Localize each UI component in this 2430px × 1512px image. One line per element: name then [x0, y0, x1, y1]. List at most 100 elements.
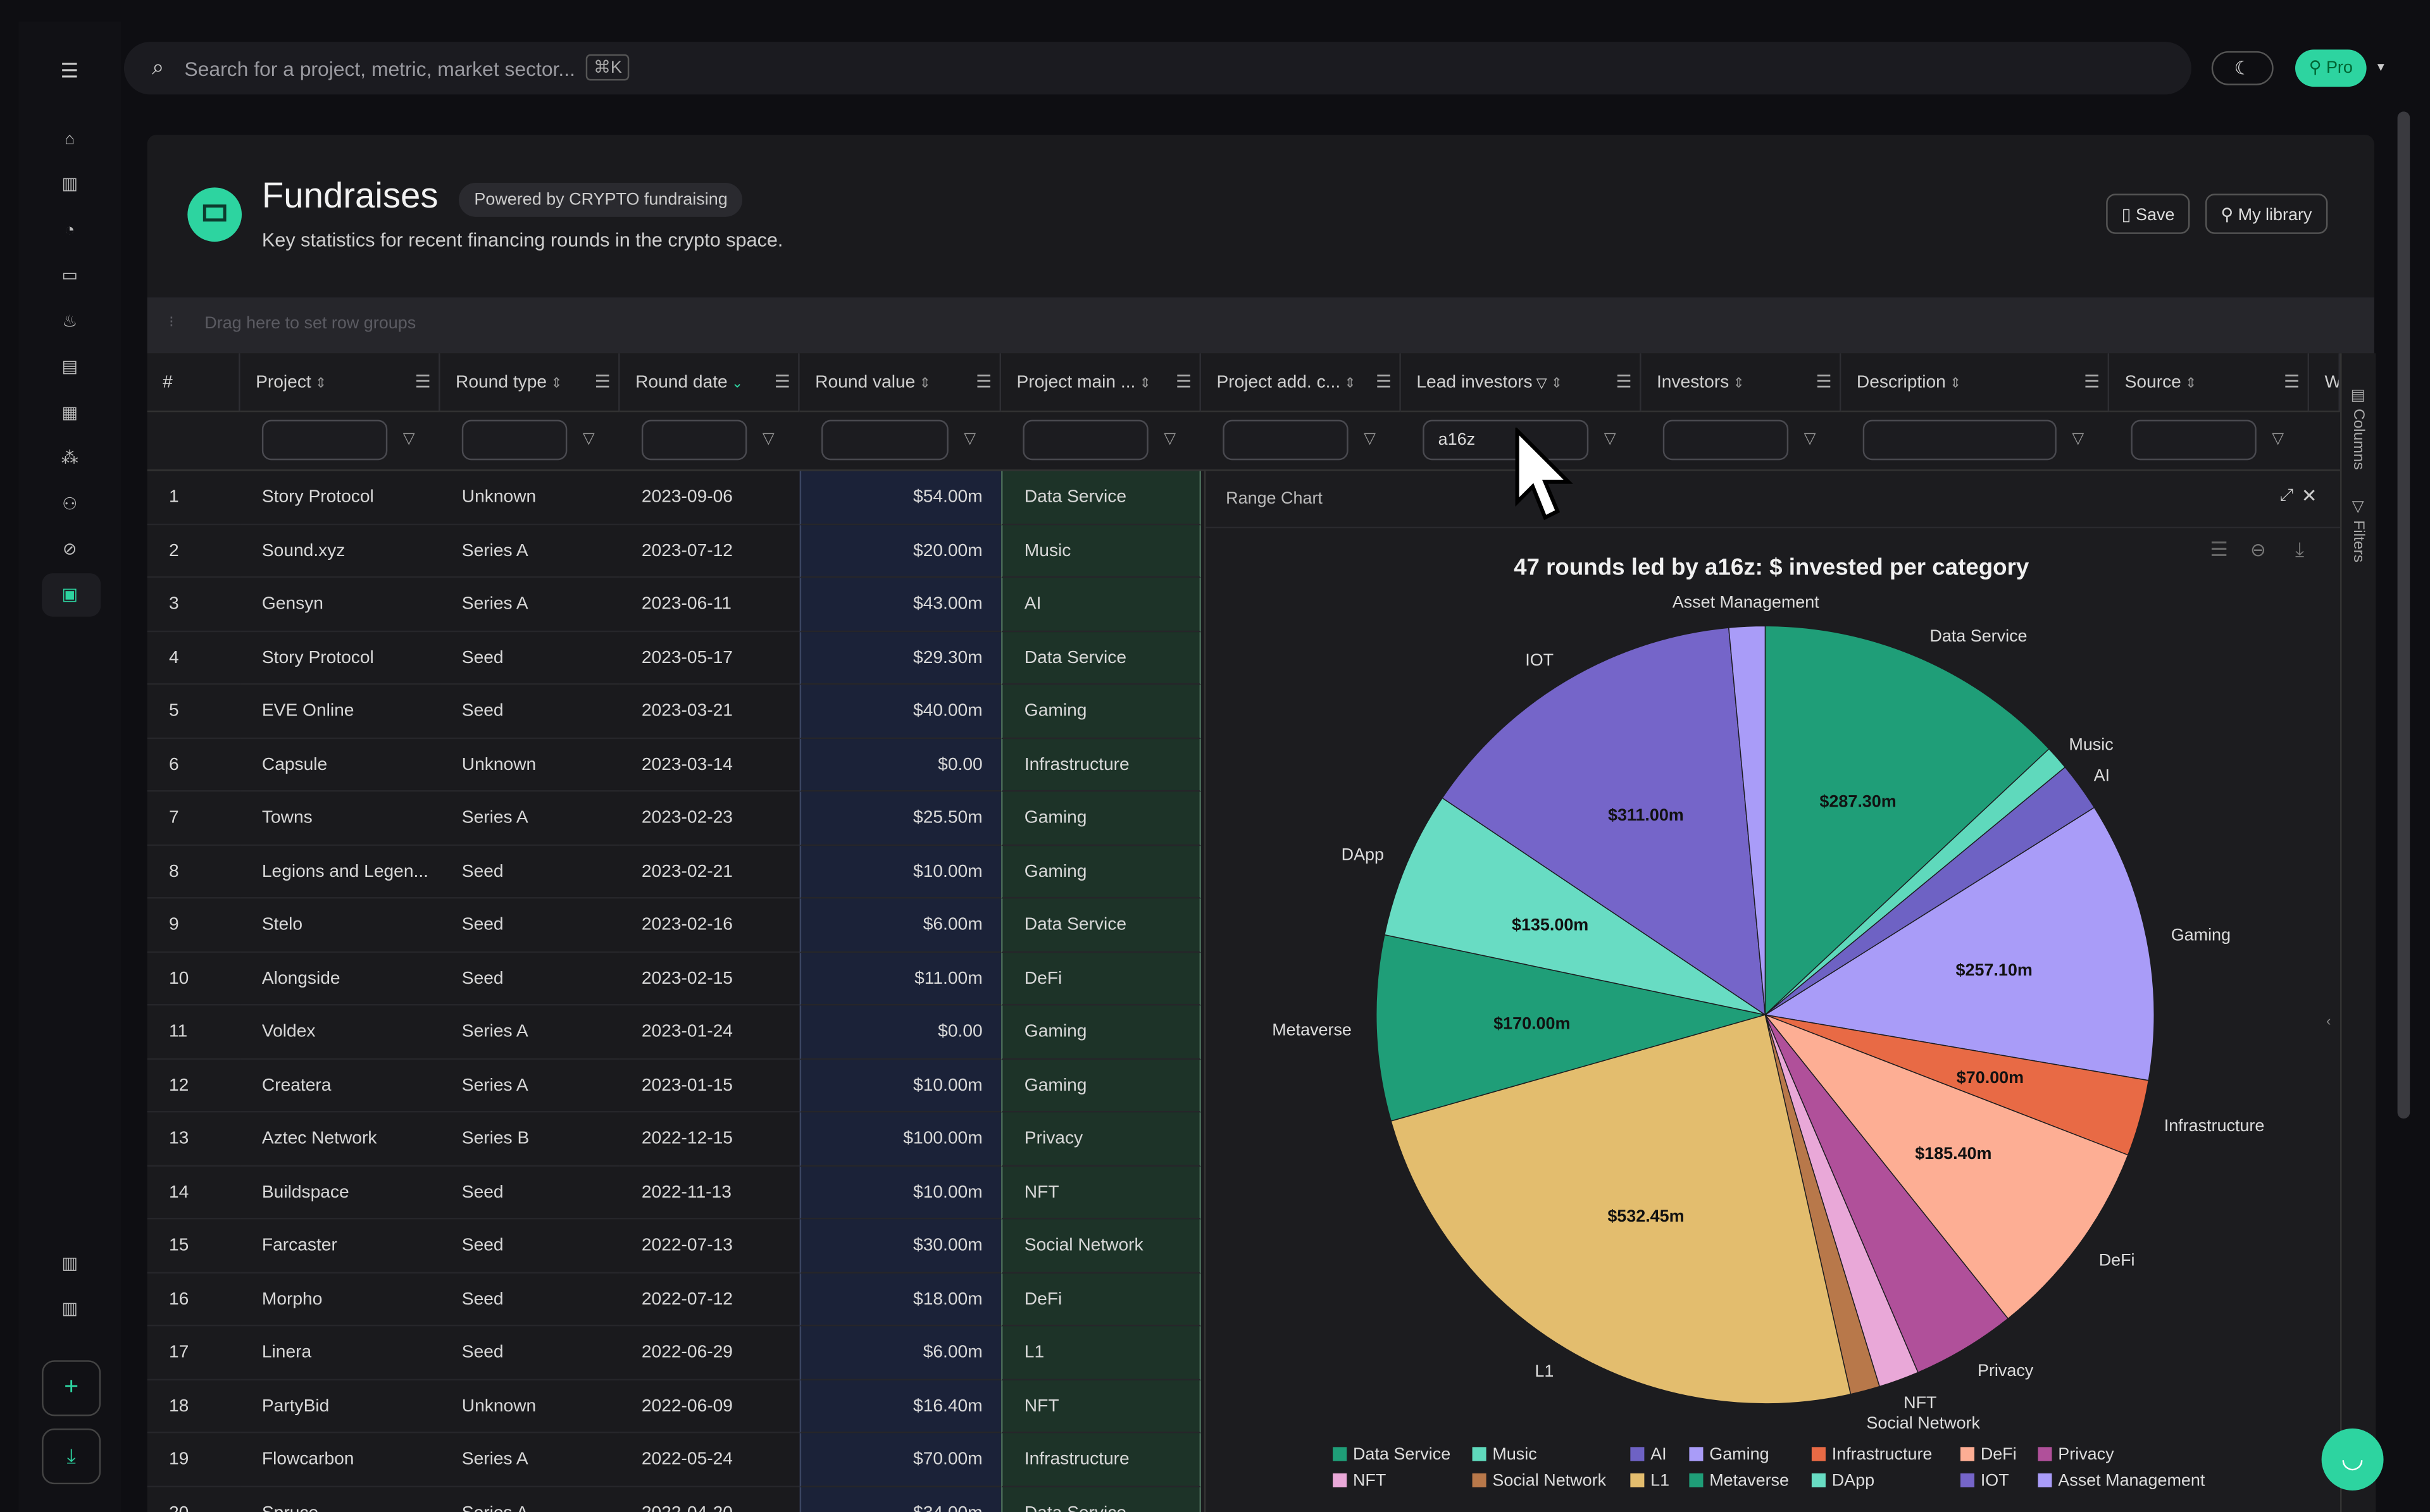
row-number[interactable]: 3	[147, 578, 240, 631]
users-icon[interactable]: ⁂	[61, 449, 78, 468]
row-number[interactable]: 6	[147, 738, 240, 792]
table-row[interactable]: 1 Story Protocol Unknown 2023-09-06 $54.00m D…	[147, 471, 1204, 524]
table-row[interactable]: 10 Alongside Seed 2023-02-15 $11.00m DeFi	[147, 951, 1204, 1006]
project-cell[interactable]: EVE Online	[240, 685, 440, 738]
sort-icon[interactable]: ⇕	[1547, 375, 1563, 391]
round-value-cell[interactable]: $20.00m	[799, 524, 1002, 578]
row-number[interactable]: 2	[147, 524, 240, 578]
column-filter-input[interactable]	[1662, 419, 1789, 461]
row-number[interactable]: 10	[147, 952, 240, 1006]
table-row[interactable]: 13 Aztec Network Series B 2022-12-15 $100.00…	[147, 1112, 1204, 1166]
column-header[interactable]: Source ⇕ ☰	[2109, 353, 2310, 412]
chevron-down-icon[interactable]: ▾	[2377, 59, 2384, 75]
round-date-cell[interactable]: 2023-01-24	[620, 1005, 800, 1059]
round-value-cell[interactable]: $70.00m	[799, 1433, 1002, 1487]
project-cell[interactable]: Stelo	[240, 898, 440, 952]
project-cell[interactable]: Voldex	[240, 1005, 440, 1059]
table-row[interactable]: 7 Towns Series A 2023-02-23 $25.50m Gaming	[147, 791, 1204, 845]
home-icon[interactable]: ⌂	[65, 130, 75, 149]
round-type-cell[interactable]: Seed	[440, 898, 620, 952]
project-cell[interactable]: Createra	[240, 1059, 440, 1113]
round-type-cell[interactable]: Seed	[440, 1273, 620, 1327]
round-type-cell[interactable]: Unknown	[440, 738, 620, 792]
column-header[interactable]: Project ⇕ ☰	[240, 353, 440, 412]
table-row[interactable]: 15 Farcaster Seed 2022-07-13 $30.00m Social N…	[147, 1219, 1204, 1273]
row-number[interactable]: 7	[147, 791, 240, 845]
category-cell[interactable]: Music	[1001, 524, 1201, 578]
column-menu-icon[interactable]: ☰	[1616, 373, 1632, 392]
category-cell[interactable]: Privacy	[1001, 1112, 1201, 1166]
category-cell[interactable]: DeFi	[1001, 951, 1201, 1006]
table-row[interactable]: 6 Capsule Unknown 2023-03-14 $0.00 Infrastruc…	[147, 738, 1204, 792]
row-number[interactable]: 17	[147, 1326, 240, 1380]
user-search-icon[interactable]: ⚇	[62, 495, 78, 515]
project-cell[interactable]: Farcaster	[240, 1219, 440, 1273]
sort-icon[interactable]: ⇕	[311, 375, 327, 391]
round-value-cell[interactable]: $6.00m	[799, 1326, 1002, 1380]
round-value-cell[interactable]: $6.00m	[799, 898, 1002, 952]
round-date-cell[interactable]: 2023-09-06	[620, 471, 800, 524]
pie-slice[interactable]	[1764, 625, 2050, 1016]
round-date-cell[interactable]: 2023-02-23	[620, 791, 800, 845]
sort-icon[interactable]: ⇕	[1945, 375, 1962, 391]
legend-item[interactable]: Data Service	[1333, 1446, 1450, 1464]
sort-icon[interactable]: ⇕	[1340, 375, 1356, 391]
filters-tab[interactable]: ▽ Filters	[2349, 499, 2367, 563]
round-value-cell[interactable]: $30.00m	[799, 1219, 1002, 1273]
pie-slice[interactable]	[1764, 1014, 2009, 1373]
chat-support-button[interactable]: ◡	[2321, 1428, 2384, 1490]
column-header[interactable]: W	[2309, 353, 2340, 412]
project-cell[interactable]: Flowcarbon	[240, 1433, 440, 1487]
column-menu-icon[interactable]: ☰	[1375, 373, 1392, 392]
columns-tab[interactable]: ▤ Columns	[2349, 387, 2367, 470]
round-date-cell[interactable]: 2022-06-29	[620, 1326, 800, 1380]
save-button[interactable]: ▯ Save	[2106, 194, 2190, 234]
filter-icon[interactable]: ▽	[402, 430, 415, 448]
row-number[interactable]: 20	[147, 1487, 240, 1512]
pie-slice[interactable]	[1383, 797, 1766, 1015]
book-open-icon[interactable]: ▥	[61, 1299, 78, 1319]
page-scrollbar[interactable]	[2397, 111, 2410, 1119]
row-number[interactable]: 9	[147, 898, 240, 952]
column-header[interactable]: Project add. c... ⇕ ☰	[1200, 353, 1401, 412]
legend-item[interactable]: Asset Management	[2038, 1472, 2205, 1490]
column-header[interactable]: Round value ⇕ ☰	[799, 353, 1002, 412]
project-cell[interactable]: Gensyn	[240, 578, 440, 631]
column-header[interactable]: Project main ... ⇕ ☰	[1001, 353, 1201, 412]
sort-icon[interactable]: ⇕	[1729, 375, 1745, 391]
category-cell[interactable]: Data Service	[1001, 631, 1201, 685]
sort-icon[interactable]: ⇕	[1135, 375, 1151, 391]
round-type-cell[interactable]: Seed	[440, 845, 620, 899]
round-value-cell[interactable]: $10.00m	[799, 845, 1002, 899]
round-date-cell[interactable]: 2023-02-21	[620, 845, 800, 899]
pie-chart-icon[interactable]: ◔	[65, 221, 75, 240]
pie-slice[interactable]	[1376, 934, 1766, 1122]
project-cell[interactable]: Towns	[240, 791, 440, 845]
category-cell[interactable]: Gaming	[1001, 1058, 1201, 1113]
collapse-chevron-icon[interactable]: ‹	[2326, 1013, 2331, 1029]
legend-item[interactable]: NFT	[1333, 1472, 1386, 1490]
round-type-cell[interactable]: Unknown	[440, 471, 620, 524]
round-type-cell[interactable]: Unknown	[440, 1380, 620, 1434]
project-cell[interactable]: PartyBid	[240, 1380, 440, 1434]
column-filter-input[interactable]	[2131, 419, 2257, 461]
round-type-cell[interactable]: Series A	[440, 791, 620, 845]
column-header[interactable]: #	[147, 353, 240, 412]
column-menu-icon[interactable]: ☰	[976, 373, 992, 392]
row-number[interactable]: 12	[147, 1059, 240, 1113]
row-number[interactable]: 15	[147, 1219, 240, 1273]
column-filter-input[interactable]	[1862, 419, 2057, 461]
legend-item[interactable]: Music	[1472, 1446, 1537, 1464]
category-cell[interactable]: AI	[1001, 578, 1201, 631]
row-number[interactable]: 1	[147, 471, 240, 524]
my-library-button[interactable]: ⚲ My library	[2205, 194, 2327, 234]
pie-slice[interactable]	[1764, 807, 2155, 1081]
category-cell[interactable]: Infrastructure	[1001, 738, 1201, 792]
table-row[interactable]: 14 Buildspace Seed 2022-11-13 $10.00m NFT	[147, 1165, 1204, 1220]
column-menu-icon[interactable]: ☰	[2084, 373, 2100, 392]
flame-icon[interactable]: ♨	[62, 313, 78, 332]
hamburger-menu-icon[interactable]: ☰	[60, 59, 79, 82]
column-filter-input[interactable]	[261, 419, 388, 461]
table-row[interactable]: 19 Flowcarbon Series A 2022-05-24 $70.00m Inf…	[147, 1433, 1204, 1487]
dark-mode-toggle[interactable]: ☾	[2211, 51, 2274, 85]
